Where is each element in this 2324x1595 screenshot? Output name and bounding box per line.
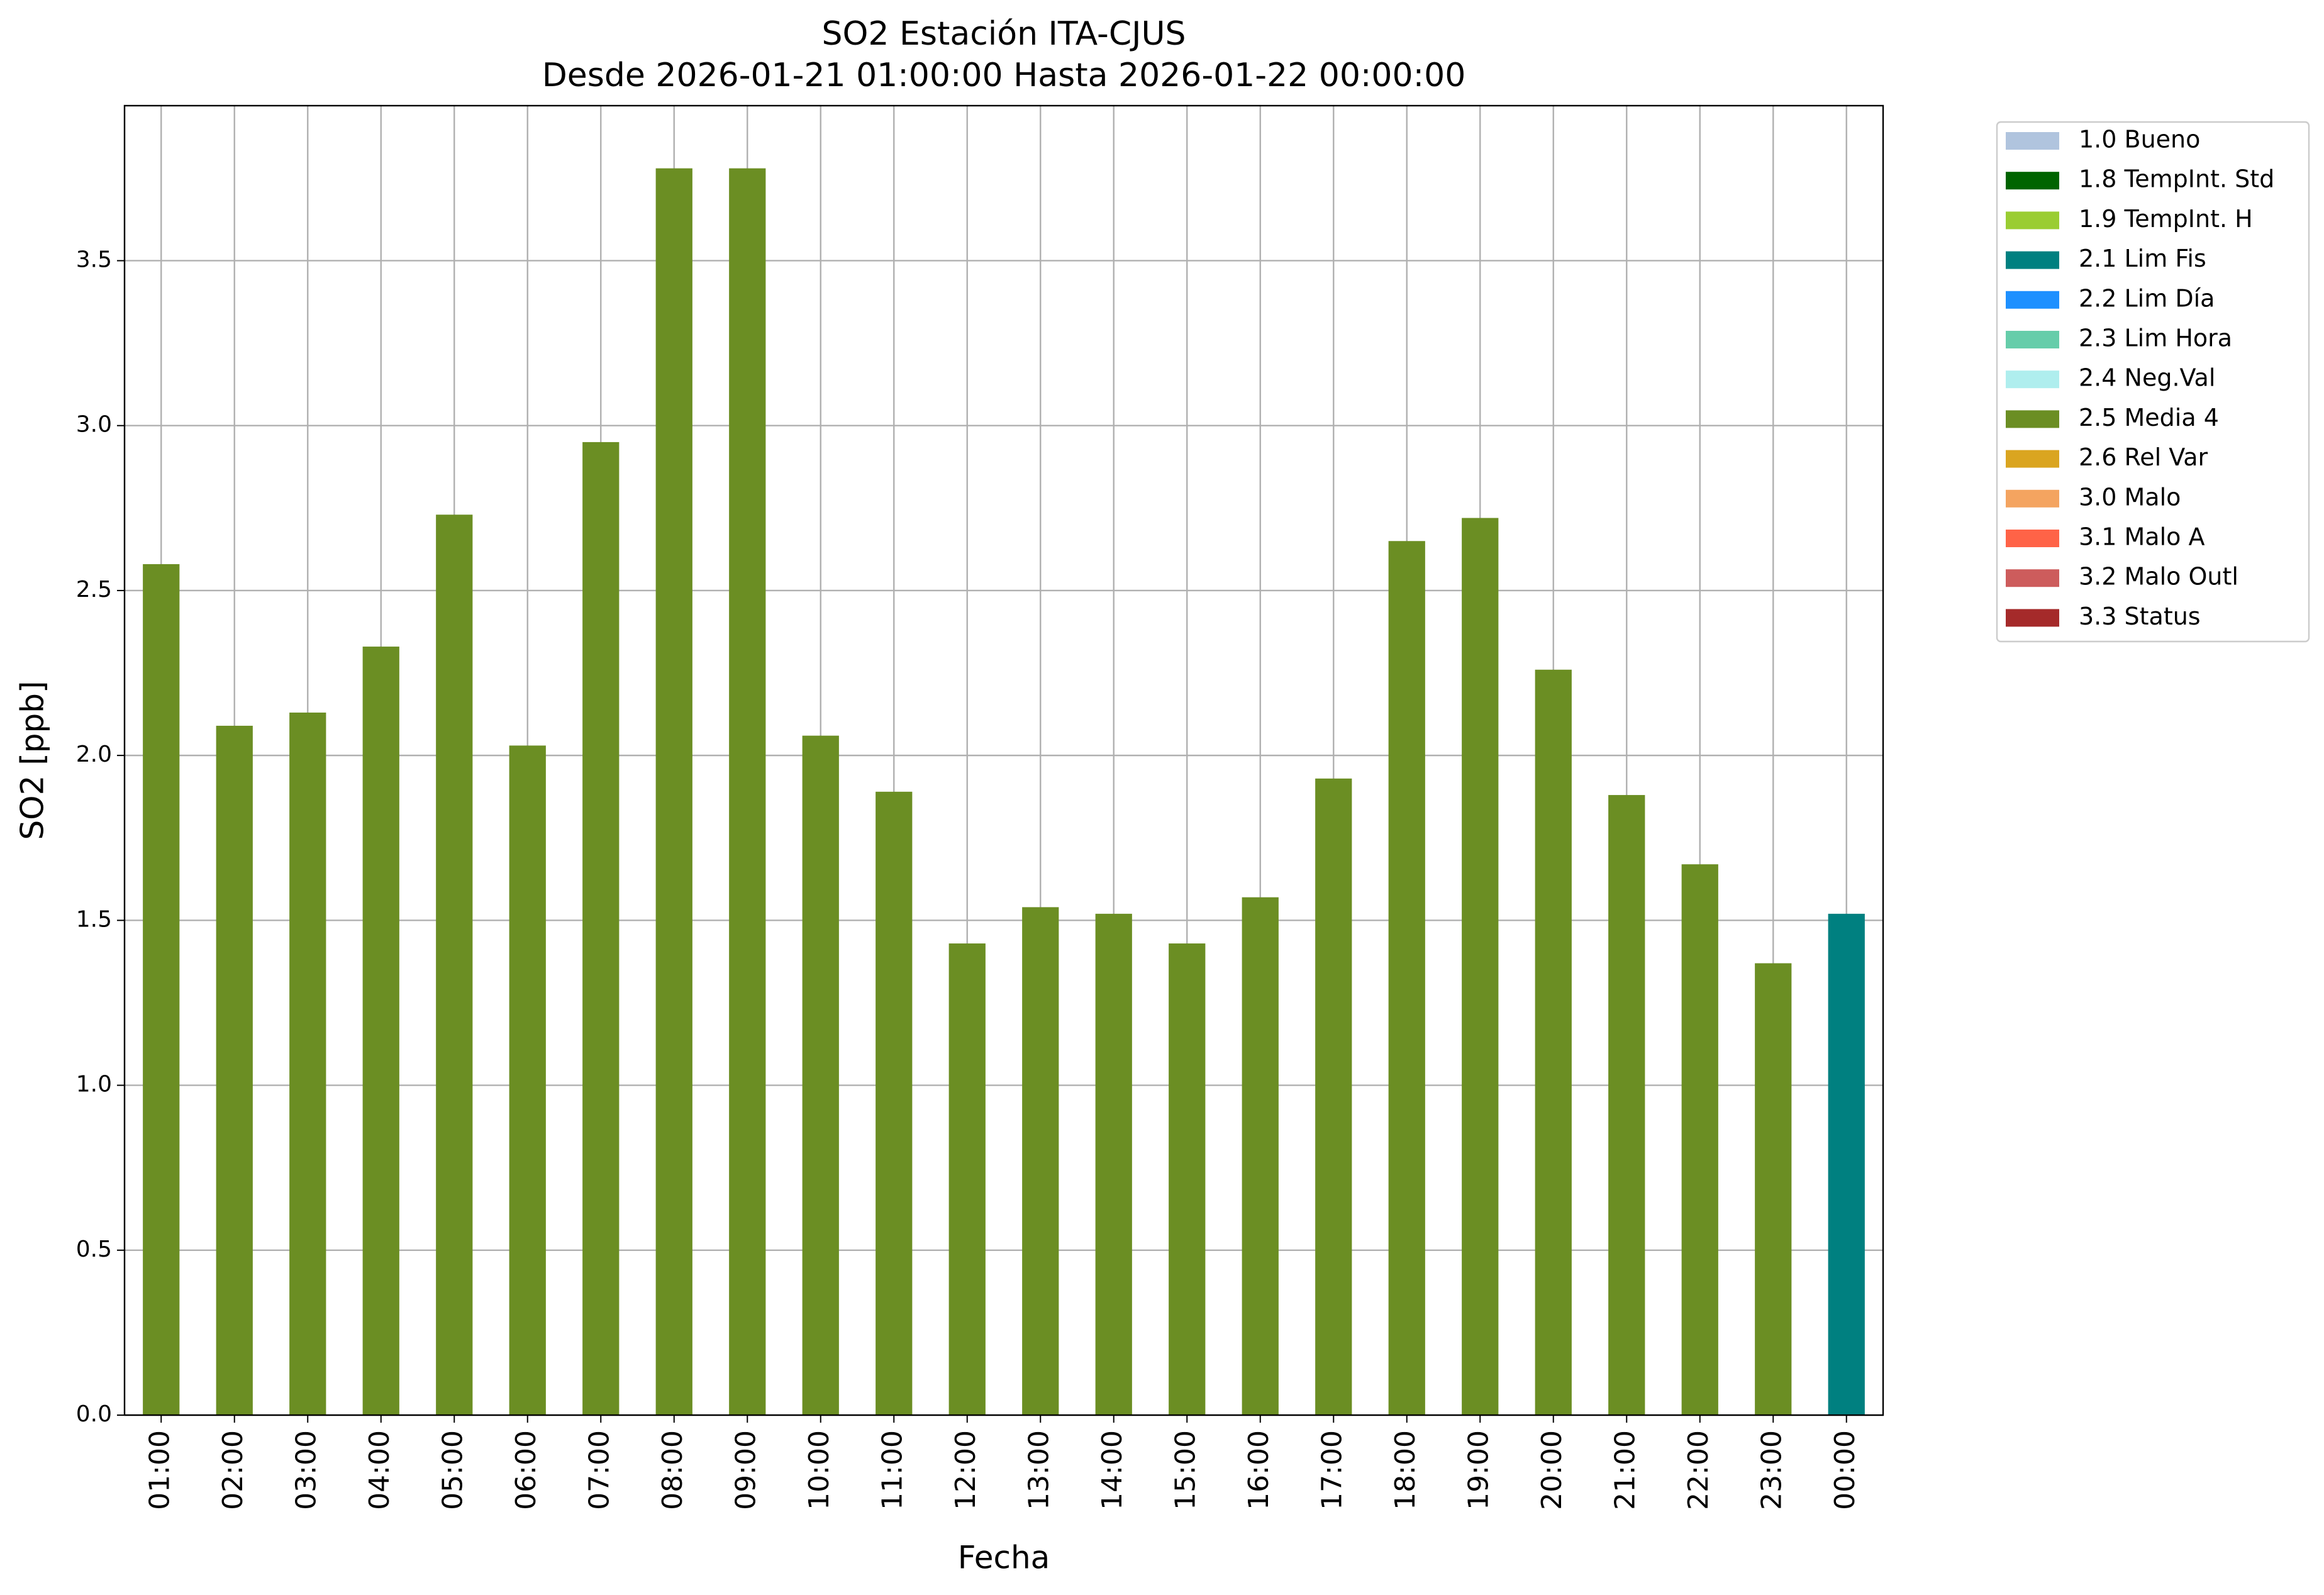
y-tick-label: 2.0 — [76, 742, 112, 767]
legend-label: 1.0 Bueno — [2079, 126, 2200, 153]
x-axis-label: Fecha — [958, 1540, 1050, 1576]
legend-swatch — [2006, 251, 2059, 269]
bar — [216, 725, 253, 1415]
x-tick-label: 08:00 — [657, 1430, 689, 1510]
legend-label: 3.0 Malo — [2079, 483, 2181, 511]
bar — [1388, 541, 1425, 1415]
x-tick-label: 20:00 — [1536, 1430, 1568, 1510]
legend-swatch — [2006, 489, 2059, 508]
x-tick-label: 19:00 — [1462, 1430, 1494, 1510]
x-tick-label: 09:00 — [730, 1430, 762, 1510]
legend-swatch — [2006, 370, 2059, 389]
x-tick-label: 13:00 — [1023, 1430, 1055, 1510]
bar — [509, 745, 546, 1415]
y-tick-label: 0.0 — [76, 1401, 112, 1427]
x-tick-label: 07:00 — [583, 1430, 615, 1510]
x-tick-label: 15:00 — [1169, 1430, 1201, 1510]
y-tick-label: 3.5 — [76, 247, 112, 272]
bar — [1828, 913, 1865, 1415]
x-tick-label: 02:00 — [217, 1430, 249, 1510]
x-tick-label: 01:00 — [143, 1430, 175, 1510]
legend-swatch — [2006, 450, 2059, 468]
x-tick-label: 23:00 — [1755, 1430, 1787, 1510]
legend-label: 2.4 Neg.Val — [2079, 364, 2215, 392]
x-tick-label: 05:00 — [436, 1430, 469, 1510]
legend-label: 2.1 Lim Fis — [2079, 245, 2206, 272]
legend-label: 1.8 TempInt. Std — [2079, 165, 2274, 193]
bar — [1755, 963, 1792, 1415]
legend-label: 2.3 Lim Hora — [2079, 325, 2232, 352]
x-tick-label: 03:00 — [290, 1430, 322, 1510]
legend-swatch — [2006, 530, 2059, 547]
y-tick-label: 1.5 — [76, 906, 112, 932]
bar — [802, 735, 839, 1415]
legend-box — [1996, 121, 2310, 643]
bar — [1315, 778, 1352, 1415]
legend-swatch — [2006, 569, 2059, 587]
bar — [655, 168, 692, 1415]
y-tick-label: 0.5 — [76, 1237, 112, 1262]
x-tick-label: 18:00 — [1389, 1430, 1421, 1510]
legend-swatch — [2006, 410, 2059, 428]
x-tick-label: 22:00 — [1682, 1430, 1715, 1510]
plot-frame — [123, 104, 1884, 1416]
bar — [582, 442, 620, 1416]
x-tick-label: 17:00 — [1316, 1430, 1348, 1510]
bar — [1462, 518, 1499, 1416]
bar — [729, 168, 766, 1415]
y-tick-label: 2.5 — [76, 577, 112, 603]
x-tick-label: 11:00 — [876, 1430, 908, 1510]
legend-swatch — [2006, 132, 2059, 150]
legend-swatch — [2006, 211, 2059, 230]
legend-label: 2.5 Media 4 — [2079, 404, 2219, 431]
bar — [436, 514, 473, 1415]
bar — [1608, 795, 1645, 1415]
x-tick-label: 14:00 — [1096, 1430, 1128, 1510]
legend-swatch — [2006, 609, 2059, 627]
chart-title: SO2 Estación ITA-CJUS — [821, 15, 1186, 53]
legend-label: 3.2 Malo Outl — [2079, 563, 2238, 591]
x-tick-label: 10:00 — [803, 1430, 835, 1510]
legend-swatch — [2006, 172, 2059, 190]
bar — [1681, 864, 1718, 1415]
x-tick-label: 21:00 — [1609, 1430, 1641, 1510]
bar — [948, 943, 986, 1415]
legend-label: 3.1 Malo A — [2079, 523, 2204, 551]
legend-label: 2.6 Rel Var — [2079, 443, 2208, 471]
bar — [1242, 897, 1279, 1415]
legend-label: 1.9 TempInt. H — [2079, 205, 2253, 233]
bar — [1535, 669, 1572, 1415]
legend-label: 3.3 Status — [2079, 603, 2201, 630]
y-tick-label: 3.0 — [76, 412, 112, 438]
x-tick-label: 16:00 — [1243, 1430, 1275, 1510]
bar — [362, 647, 399, 1415]
bar — [876, 791, 913, 1415]
bar — [289, 712, 326, 1415]
chart-subtitle: Desde 2026-01-21 01:00:00 Hasta 2026-01-… — [542, 57, 1466, 94]
bar — [1169, 943, 1206, 1415]
y-tick-label: 1.0 — [76, 1072, 112, 1098]
legend-swatch — [2006, 331, 2059, 348]
bar — [1022, 907, 1059, 1415]
x-tick-label: 00:00 — [1829, 1430, 1861, 1510]
x-tick-label: 12:00 — [950, 1430, 982, 1510]
legend-swatch — [2006, 291, 2059, 309]
y-axis-label: SO2 [ppb] — [14, 681, 51, 840]
legend-label: 2.2 Lim Día — [2079, 284, 2215, 312]
bar — [1095, 913, 1132, 1415]
x-tick-label: 04:00 — [364, 1430, 396, 1510]
bar — [143, 564, 180, 1416]
x-tick-label: 06:00 — [510, 1430, 542, 1510]
